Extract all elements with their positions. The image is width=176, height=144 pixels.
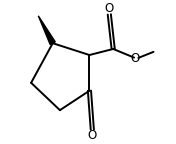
Text: O: O <box>131 52 140 65</box>
Polygon shape <box>38 16 55 44</box>
Text: O: O <box>105 2 114 15</box>
Text: O: O <box>88 129 97 142</box>
